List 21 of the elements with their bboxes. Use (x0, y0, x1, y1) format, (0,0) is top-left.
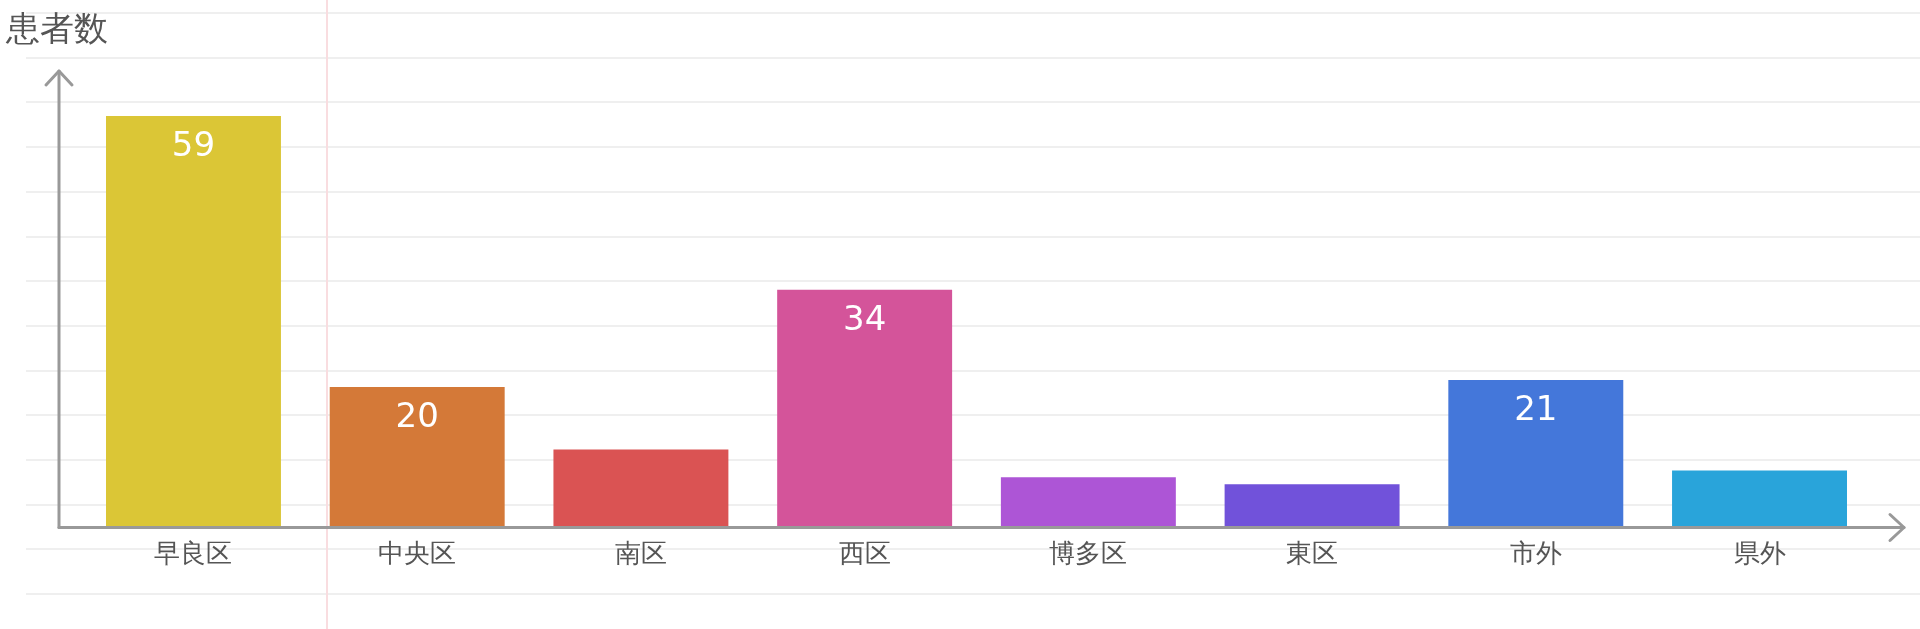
x-tick-label: 南区 (614, 537, 667, 568)
bar (1224, 484, 1400, 526)
x-tick-label: 県外 (1733, 537, 1786, 568)
y-axis-title: 患者数 (4, 7, 108, 48)
x-tick-label: 西区 (838, 537, 891, 568)
x-tick-label: 中央区 (378, 537, 457, 568)
x-tick-label: 早良区 (154, 537, 233, 568)
bar (1000, 477, 1176, 526)
bar (106, 116, 281, 526)
data-label: 21 (1514, 388, 1558, 429)
bar (329, 387, 505, 526)
bar (1448, 380, 1624, 526)
x-tick-label: 博多区 (1049, 537, 1128, 568)
bar (553, 449, 729, 526)
data-label: 20 (395, 395, 439, 436)
data-label: 34 (843, 297, 887, 338)
bar (777, 289, 953, 526)
bar (1672, 470, 1847, 526)
x-tick-label: 市外 (1509, 537, 1562, 568)
data-label: 59 (171, 124, 216, 164)
x-tick-label: 東区 (1286, 537, 1339, 568)
